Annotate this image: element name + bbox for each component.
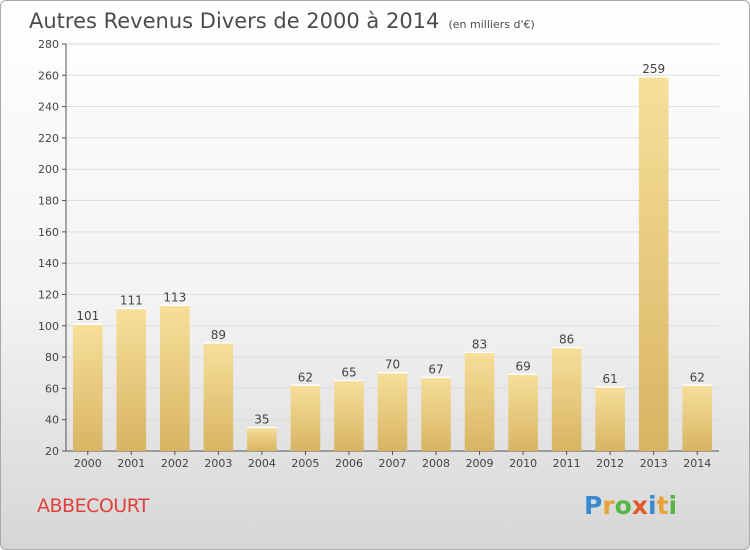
y-tick-label: 200 bbox=[38, 163, 59, 176]
logo-letter: i bbox=[648, 491, 657, 520]
x-tick-label: 2014 bbox=[683, 457, 711, 470]
bar bbox=[247, 427, 277, 451]
y-tick-label: 40 bbox=[45, 414, 59, 427]
data-label: 35 bbox=[254, 413, 269, 427]
bar bbox=[508, 374, 538, 451]
x-tick-label: 2005 bbox=[291, 457, 319, 470]
bar bbox=[551, 347, 582, 451]
bar bbox=[290, 385, 321, 451]
logo-letter: o bbox=[614, 491, 632, 520]
logo-letter: t bbox=[656, 491, 669, 520]
y-tick-label: 240 bbox=[38, 101, 59, 114]
data-label: 83 bbox=[472, 337, 487, 351]
bar bbox=[682, 385, 713, 451]
data-label: 113 bbox=[163, 290, 186, 304]
data-label: 111 bbox=[120, 294, 143, 308]
y-tick-label: 180 bbox=[38, 195, 59, 208]
x-tick-label: 2008 bbox=[422, 457, 450, 470]
bar bbox=[464, 352, 495, 451]
data-label: 65 bbox=[341, 366, 356, 380]
data-label: 61 bbox=[603, 372, 618, 386]
x-tick-label: 2010 bbox=[509, 457, 537, 470]
data-label: 62 bbox=[690, 370, 705, 384]
data-label: 86 bbox=[559, 333, 574, 347]
x-tick-label: 2011 bbox=[553, 457, 581, 470]
x-tick-label: 2012 bbox=[596, 457, 624, 470]
bar bbox=[377, 372, 408, 451]
x-tick-label: 2002 bbox=[161, 457, 189, 470]
bar bbox=[421, 377, 451, 451]
logo-letter: P bbox=[584, 491, 603, 520]
logo-letter: i bbox=[668, 491, 678, 520]
x-tick-label: 2001 bbox=[117, 457, 145, 470]
y-tick-label: 140 bbox=[38, 257, 59, 270]
logo-letter: x bbox=[631, 491, 648, 520]
bar bbox=[160, 305, 190, 451]
data-label: 89 bbox=[211, 328, 226, 342]
x-tick-label: 2006 bbox=[335, 457, 363, 470]
data-label: 62 bbox=[298, 370, 313, 384]
x-tick-label: 2013 bbox=[640, 457, 668, 470]
y-tick-label: 80 bbox=[45, 351, 59, 364]
x-tick-label: 2000 bbox=[74, 457, 102, 470]
y-tick-label: 160 bbox=[38, 226, 59, 239]
y-tick-label: 60 bbox=[45, 382, 59, 395]
y-tick-label: 220 bbox=[38, 132, 59, 145]
chart-title: Autres Revenus Divers de 2000 à 2014 (en… bbox=[29, 9, 535, 33]
x-tick-label: 2009 bbox=[466, 457, 494, 470]
bar bbox=[72, 324, 103, 451]
data-label: 259 bbox=[642, 62, 665, 76]
bar bbox=[595, 386, 625, 451]
x-tick-label: 2004 bbox=[248, 457, 276, 470]
data-label: 101 bbox=[76, 309, 99, 323]
title-main: Autres Revenus Divers de 2000 à 2014 bbox=[29, 9, 440, 33]
y-tick-label: 100 bbox=[38, 320, 59, 333]
x-tick-label: 2007 bbox=[379, 457, 407, 470]
x-tick-label: 2003 bbox=[204, 457, 232, 470]
data-label: 69 bbox=[515, 359, 530, 373]
commune-name: ABBECOURT bbox=[37, 495, 150, 517]
y-tick-label: 280 bbox=[38, 38, 59, 51]
bar bbox=[203, 342, 234, 451]
title-unit: (en milliers d'€) bbox=[448, 18, 535, 31]
bar bbox=[334, 380, 364, 451]
y-tick-label: 260 bbox=[38, 69, 59, 82]
y-tick-label: 120 bbox=[38, 288, 59, 301]
data-label: 67 bbox=[428, 362, 443, 376]
bar bbox=[638, 76, 669, 451]
proxiti-logo: Proxiti bbox=[584, 491, 677, 520]
logo-letter: r bbox=[602, 491, 615, 520]
y-tick-label: 20 bbox=[45, 445, 59, 458]
data-label: 70 bbox=[385, 358, 400, 372]
bar bbox=[116, 308, 147, 451]
